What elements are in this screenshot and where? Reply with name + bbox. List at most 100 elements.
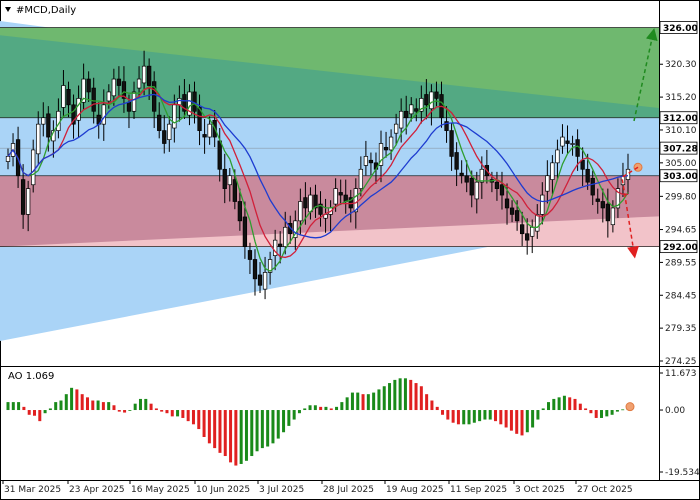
candle xyxy=(141,50,147,96)
candle-body xyxy=(313,194,318,209)
ao-bar xyxy=(504,410,508,428)
candle-body xyxy=(575,139,580,157)
candle xyxy=(419,85,424,124)
candle-body xyxy=(283,226,288,247)
candle-body xyxy=(121,81,127,99)
price-tick-label: 299.80 xyxy=(665,192,697,202)
time-tick-label: 11 Sep 2025 xyxy=(450,485,507,495)
candle xyxy=(519,211,525,246)
forecast-up-arrow xyxy=(633,28,658,122)
ao-bar xyxy=(123,410,127,413)
price-tick-label: 289.55 xyxy=(665,258,697,268)
candle-body xyxy=(383,147,389,151)
candle xyxy=(207,116,212,145)
candle-body xyxy=(111,78,117,97)
ao-bar xyxy=(38,410,42,422)
candle-body xyxy=(504,198,510,209)
price-level-tag-label: 326.00 xyxy=(663,24,698,34)
candle-body xyxy=(353,188,358,213)
ao-bar xyxy=(303,408,307,411)
candle xyxy=(625,153,631,195)
candle xyxy=(469,170,474,208)
candle xyxy=(273,229,278,271)
ao-bar xyxy=(313,405,317,411)
candle-body xyxy=(404,110,409,119)
ao-bar xyxy=(133,403,137,411)
ao-bar xyxy=(107,402,111,411)
candle-body xyxy=(514,210,520,222)
time-tick-label: 3 Jul 2025 xyxy=(259,485,304,495)
ao-bar xyxy=(335,406,339,411)
candle xyxy=(116,66,122,98)
candle-body xyxy=(242,216,248,247)
candle-body xyxy=(479,168,484,183)
candle xyxy=(409,97,414,122)
candle-body xyxy=(232,179,237,202)
ao-bar xyxy=(425,394,429,411)
candle xyxy=(605,188,610,238)
ao-bar xyxy=(366,394,370,411)
candle-body xyxy=(570,143,575,145)
time-tick-label: 19 Aug 2025 xyxy=(386,485,444,495)
candle xyxy=(368,152,374,176)
candle-body xyxy=(91,87,96,112)
ao-title: AO 1.069 xyxy=(8,371,54,382)
ao-bar xyxy=(584,408,588,411)
candle xyxy=(152,71,157,129)
candle-body xyxy=(81,78,86,103)
candle xyxy=(449,122,454,171)
candle xyxy=(111,68,117,106)
ao-bar xyxy=(91,400,95,411)
ao-bar xyxy=(101,402,105,411)
price-tick-label: 279.35 xyxy=(665,324,697,334)
price-tick-label: 305.00 xyxy=(665,159,697,169)
ao-bar xyxy=(467,410,471,425)
ao-bar xyxy=(324,406,328,411)
candle xyxy=(444,106,449,143)
candle-body xyxy=(499,184,505,196)
ao-bar xyxy=(446,410,450,420)
candle xyxy=(252,249,258,296)
candle xyxy=(86,71,91,102)
time-axis: 31 Mar 2025 23 Apr 2025 16 May 2025 10 Jun … xyxy=(2,480,633,495)
candle xyxy=(146,58,152,100)
candle xyxy=(61,70,66,118)
ao-bar xyxy=(260,410,264,449)
candle xyxy=(525,218,530,255)
candle-body xyxy=(217,140,222,170)
price-tick-label: 320.30 xyxy=(665,60,697,70)
ao-bar xyxy=(356,392,360,411)
zones-layer xyxy=(0,21,659,342)
menu-triangle-icon[interactable] xyxy=(5,7,11,12)
candle xyxy=(474,171,479,214)
candle-body xyxy=(449,130,454,157)
candle xyxy=(550,155,555,195)
candle-body xyxy=(252,259,258,280)
candle xyxy=(509,200,515,223)
ao-bar xyxy=(340,402,344,411)
candle-body xyxy=(545,175,550,192)
ao-bar xyxy=(223,410,227,457)
ao-bar xyxy=(451,410,455,423)
ao-bar xyxy=(181,410,185,418)
candle xyxy=(615,178,621,218)
ao-bar xyxy=(239,410,243,464)
moving-averages-layer xyxy=(7,86,629,272)
ao-bar xyxy=(266,410,270,447)
candle xyxy=(494,171,500,201)
candle-body xyxy=(388,136,394,151)
ao-bar xyxy=(6,402,10,411)
ao-bar xyxy=(403,378,407,411)
candle-body xyxy=(293,220,298,238)
candle xyxy=(414,98,419,122)
candle xyxy=(338,179,343,206)
price-level-tag-label: 307.28 xyxy=(663,145,698,155)
candle xyxy=(36,111,41,164)
candle-body xyxy=(519,224,525,235)
ao-current-marker xyxy=(625,402,635,412)
forecast-layer xyxy=(621,28,658,259)
candle-body xyxy=(615,188,621,209)
candle-body xyxy=(625,168,631,180)
candle-body xyxy=(116,78,122,86)
